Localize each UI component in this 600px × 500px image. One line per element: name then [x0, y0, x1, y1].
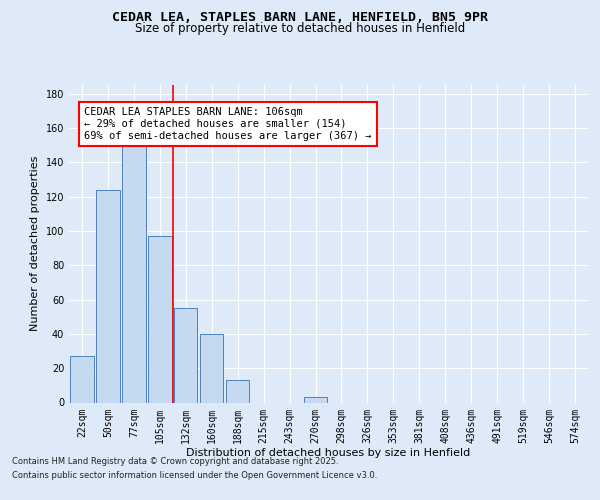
Bar [122, 138, 146, 402]
Bar [96, 190, 119, 402]
Bar [200, 334, 223, 402]
Text: Size of property relative to detached houses in Henfield: Size of property relative to detached ho… [135, 22, 465, 35]
Text: CEDAR LEA, STAPLES BARN LANE, HENFIELD, BN5 9PR: CEDAR LEA, STAPLES BARN LANE, HENFIELD, … [112, 11, 488, 24]
Bar [304, 398, 327, 402]
Y-axis label: Number of detached properties: Number of detached properties [30, 156, 40, 332]
Bar [226, 380, 250, 402]
Bar [70, 356, 94, 403]
Text: Contains public sector information licensed under the Open Government Licence v3: Contains public sector information licen… [12, 471, 377, 480]
X-axis label: Distribution of detached houses by size in Henfield: Distribution of detached houses by size … [187, 448, 470, 458]
Text: CEDAR LEA STAPLES BARN LANE: 106sqm
← 29% of detached houses are smaller (154)
6: CEDAR LEA STAPLES BARN LANE: 106sqm ← 29… [84, 108, 371, 140]
Text: Contains HM Land Registry data © Crown copyright and database right 2025.: Contains HM Land Registry data © Crown c… [12, 457, 338, 466]
Bar [148, 236, 172, 402]
Bar [174, 308, 197, 402]
